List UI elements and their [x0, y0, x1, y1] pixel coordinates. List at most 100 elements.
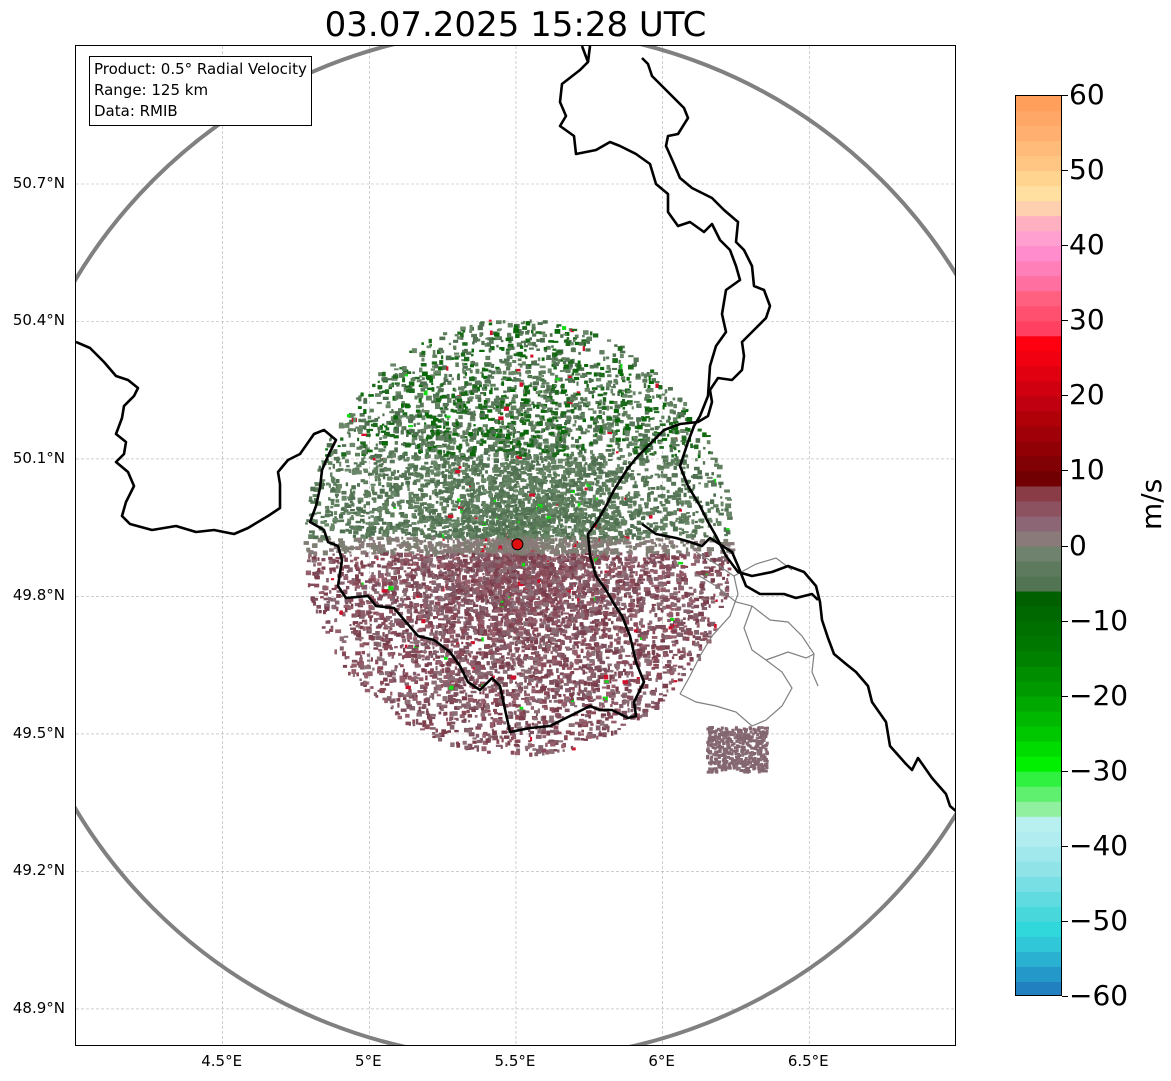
echo-pixel [682, 647, 686, 651]
echo-pixel [459, 503, 465, 507]
echo-pixel [629, 553, 632, 558]
echo-pixel [360, 560, 363, 564]
echo-pixel [339, 636, 345, 642]
echo-pixel [682, 636, 687, 641]
echo-pixel [431, 680, 437, 685]
echo-pixel [653, 522, 659, 525]
echo-pixel [469, 369, 473, 374]
echo-pixel [484, 596, 488, 600]
echo-pixel [587, 731, 593, 736]
echo-pixel [420, 609, 426, 612]
echo-pixel [513, 636, 518, 640]
echo-pixel [630, 709, 634, 713]
echo-pixel [362, 449, 369, 455]
echo-pixel [477, 542, 484, 545]
echo-pixel [636, 660, 640, 664]
echo-pixel [559, 672, 564, 676]
echo-pixel [504, 588, 510, 594]
echo-pixel [542, 439, 546, 442]
echo-pixel [607, 715, 614, 719]
echo-pixel [465, 617, 469, 622]
echo-pixel [693, 556, 699, 559]
echo-pixel [491, 675, 495, 679]
echo-pixel [578, 578, 581, 583]
echo-pixel [483, 543, 490, 546]
echo-pixel [422, 371, 428, 377]
echo-pixel [406, 705, 411, 710]
echo-pixel [567, 417, 572, 422]
echo-pixel [652, 640, 656, 644]
echo-pixel [610, 730, 614, 736]
echo-pixel [485, 470, 488, 474]
echo-pixel [484, 693, 489, 699]
echo-pixel [519, 450, 526, 455]
echo-pixel [388, 477, 394, 480]
echo-pixel [555, 649, 558, 654]
echo-pixel [657, 607, 663, 611]
echo-pixel [403, 631, 409, 634]
echo-pixel [461, 525, 466, 529]
echo-pixel [605, 385, 610, 391]
echo-pixel [617, 456, 622, 461]
echo-pixel [379, 425, 383, 430]
echo-pixel [532, 659, 538, 664]
echo-pixel [317, 468, 322, 472]
echo-pixel [547, 474, 552, 478]
echo-pixel [616, 625, 622, 631]
echo-pixel [583, 738, 588, 741]
echo-pixel [606, 599, 609, 602]
echo-pixel [360, 479, 365, 483]
echo-pixel [574, 721, 581, 725]
echo-pixel [628, 615, 633, 618]
echo-pixel [656, 602, 663, 606]
echo-pixel [581, 703, 585, 708]
echo-pixel [584, 687, 588, 693]
echo-pixel [397, 552, 403, 557]
radar-map[interactable] [75, 45, 956, 1046]
echo-pixel [691, 536, 695, 540]
echo-pixel [445, 408, 449, 411]
echo-pixel [441, 355, 444, 360]
echo-pixel [425, 515, 432, 519]
echo-pixel [563, 612, 569, 615]
echo-pixel [663, 507, 668, 512]
echo-pixel [611, 693, 616, 698]
echo-pixel [682, 466, 686, 470]
echo-pixel [434, 601, 441, 606]
echo-pixel [650, 487, 656, 490]
echo-pixel [658, 538, 664, 542]
echo-pixel [456, 433, 460, 437]
echo-pixel [477, 456, 481, 459]
echo-pixel [422, 703, 427, 709]
echo-pixel [428, 557, 433, 562]
echo-pixel [485, 464, 490, 468]
echo-pixel [588, 714, 591, 719]
echo-pixel [463, 683, 467, 687]
echo-pixel [592, 633, 597, 637]
echo-pixel [563, 367, 568, 372]
echo-pixel [541, 699, 547, 704]
echo-pixel [538, 442, 543, 446]
echo-pixel [624, 478, 629, 483]
echo-pixel [443, 439, 450, 443]
echo-pixel [718, 605, 724, 608]
echo-pixel [596, 363, 599, 369]
echo-pixel [555, 374, 559, 380]
echo-pixel [397, 393, 402, 396]
echo-pixel [549, 480, 555, 484]
echo-pixel [452, 399, 456, 405]
echo-pixel [491, 728, 495, 732]
echo-pixel [378, 372, 384, 377]
echo-pixel [431, 434, 434, 438]
echo-pixel [400, 513, 404, 518]
echo-pixel [515, 485, 521, 488]
echo-pixel [474, 707, 479, 710]
echo-pixel [371, 423, 377, 427]
echo-pixel [590, 711, 596, 715]
echo-pixel [509, 525, 514, 530]
echo-pixel [641, 511, 647, 515]
echo-pixel [618, 559, 622, 564]
echo-pixel [401, 635, 406, 639]
echo-pixel [466, 642, 472, 647]
echo-pixel [581, 401, 584, 404]
